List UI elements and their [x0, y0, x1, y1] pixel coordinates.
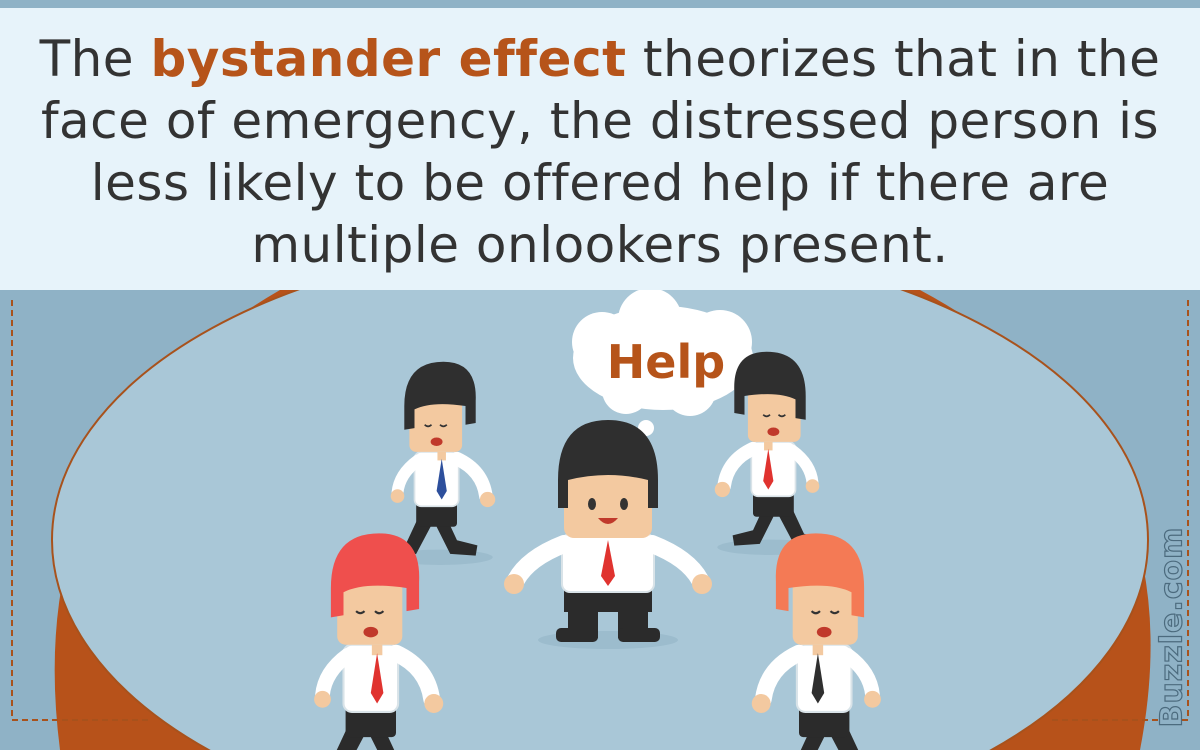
- headline-end: theorizes that in the face of emergency,…: [40, 30, 1161, 274]
- thought-bubble: Help: [572, 290, 753, 447]
- distressed-person: [504, 420, 712, 649]
- onlooker-front-left: [314, 533, 444, 750]
- headline-start: The: [39, 30, 151, 88]
- onlooker-front-right: [751, 533, 881, 750]
- bystander-illustration: Help: [0, 290, 1200, 750]
- onlooker-back-right: [714, 351, 823, 555]
- headline: The bystander effect theorizes that in t…: [18, 28, 1182, 276]
- headline-highlight: bystander effect: [150, 30, 627, 88]
- watermark: Buzzle.com: [1154, 526, 1190, 728]
- thought-bubble-text: Help: [607, 335, 725, 389]
- onlooker-back-left: [387, 361, 496, 565]
- headline-panel: The bystander effect theorizes that in t…: [0, 8, 1200, 290]
